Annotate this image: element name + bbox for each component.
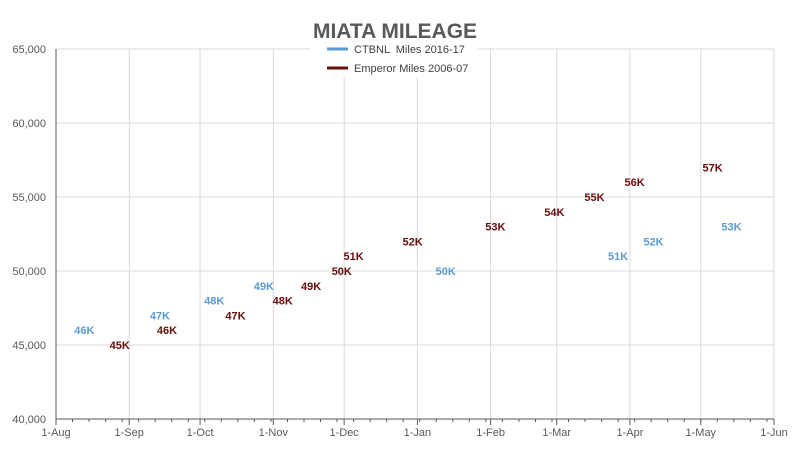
y-tick-label: 65,000 [12, 44, 46, 56]
emperor-data-label: 45K [110, 340, 130, 352]
emperor-data-label: 46K [157, 325, 177, 337]
emperor-data-label: 55K [584, 192, 604, 204]
y-axis-tick-labels: 40,000 45,000 50,000 55,000 60,000 65,000 [12, 44, 46, 426]
emperor-data-label: 54K [544, 207, 564, 219]
emperor-data-label: 50K [332, 266, 352, 278]
emperor-data-label: 57K [702, 162, 722, 174]
x-tick-label: 1-Jun [760, 427, 788, 439]
x-tick-label: 1-Mar [542, 427, 571, 439]
data-labels: 46K47K48K49K50K51K52K53K45K46K47K48K49K5… [74, 162, 741, 352]
x-tick-label: 1-Dec [329, 427, 359, 439]
x-tick-label: 1-Feb [476, 427, 505, 439]
emperor-data-label: 56K [625, 177, 645, 189]
emperor-data-label: 51K [343, 251, 363, 263]
legend-background [310, 41, 477, 77]
legend-label-ctbnl: CTBNL Miles 2016-17 [354, 44, 465, 56]
ctbnl-data-label: 51K [608, 251, 628, 263]
ctbnl-data-label: 48K [204, 296, 224, 308]
ctbnl-data-label: 46K [74, 325, 94, 337]
y-tick-label: 50,000 [12, 266, 46, 278]
ctbnl-data-label: 50K [436, 266, 456, 278]
grid [56, 48, 775, 419]
y-tick-label: 40,000 [12, 414, 46, 426]
emperor-data-label: 49K [301, 281, 321, 293]
x-tick-label: 1-Sep [115, 427, 144, 439]
emperor-data-label: 52K [403, 236, 423, 248]
ctbnl-data-label: 49K [254, 281, 274, 293]
emperor-data-label: 53K [485, 222, 505, 234]
axes [55, 49, 775, 425]
x-tick-label: 1-Jan [404, 427, 432, 439]
emperor-data-label: 48K [273, 296, 293, 308]
x-tick-label: 1-Aug [41, 427, 70, 439]
emperor-data-label: 47K [225, 310, 245, 322]
y-tick-label: 45,000 [12, 340, 46, 352]
x-axis-tick-labels: 1-Aug 1-Sep 1-Oct 1-Nov 1-Dec 1-Jan 1-Feb 1-Mar… [41, 427, 787, 439]
y-tick-label: 55,000 [12, 192, 46, 204]
x-tick-label: 1-May [686, 427, 717, 439]
y-tick-label: 60,000 [12, 118, 46, 130]
ctbnl-data-label: 53K [721, 222, 741, 234]
chart-title: MIATA MILEAGE [313, 20, 477, 43]
x-tick-label: 1-Nov [259, 427, 289, 439]
x-tick-label: 1-Oct [187, 427, 214, 439]
ctbnl-data-label: 47K [150, 310, 170, 322]
legend-label-emperor: Emperor Miles 2006-07 [354, 63, 468, 75]
ctbnl-data-label: 52K [643, 236, 663, 248]
x-tick-label: 1-Apr [616, 427, 643, 439]
legend: CTBNL Miles 2016-17 Emperor Miles 2006-0… [310, 41, 477, 77]
